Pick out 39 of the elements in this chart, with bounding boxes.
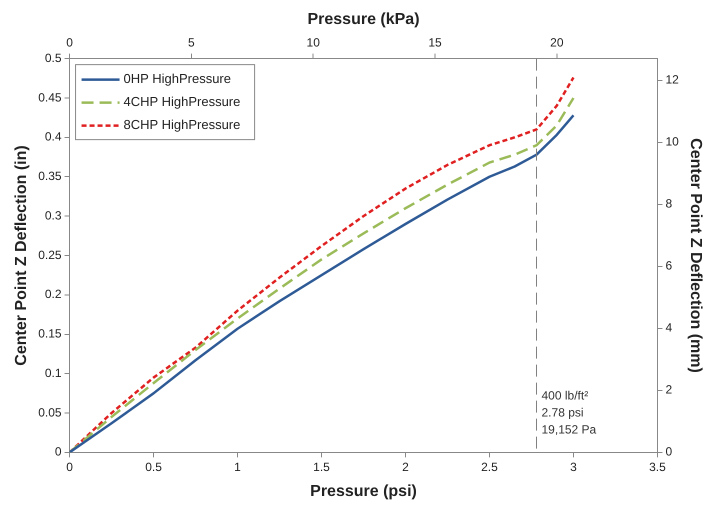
x-tick-label: 0.5 (145, 460, 162, 474)
x-tick-label: 3.5 (649, 460, 666, 474)
y-tick-label: 0.45 (38, 90, 62, 104)
y-tick-label: 0.25 (38, 248, 62, 262)
y-tick-label: 0.05 (38, 405, 62, 420)
ref-line-label: 400 lb/ft² 2.78 psi 19,152 Pa (542, 388, 597, 436)
x2-tick-label: 0 (66, 36, 74, 50)
y-tick-label: 0.4 (44, 130, 62, 144)
x-tick-label: 1.5 (313, 460, 330, 474)
y2-tick-label: 12 (665, 72, 680, 87)
x-tick-label: 2.5 (481, 460, 498, 474)
x-tick-label: 0 (66, 460, 74, 474)
y2-tick-label: 10 (665, 134, 680, 149)
y2-tick-label: 2 (665, 382, 672, 397)
legend-label: 0HP HighPressure (124, 71, 231, 86)
y-tick-label: 0.3 (44, 208, 62, 222)
y2-tick-label: 6 (665, 258, 672, 273)
legend-label: 8CHP HighPressure (124, 117, 240, 132)
x-tick-label: 1 (234, 460, 242, 474)
y-tick-label: 0.35 (38, 169, 62, 184)
x-axis-title: Pressure (psi) (310, 482, 417, 500)
y2-tick-label: 8 (665, 196, 672, 211)
y-tick-label: 0.5 (44, 50, 62, 65)
y2-axis-title: Center Point Z Deflection (mm) (686, 138, 704, 373)
x2-tick-label: 5 (188, 36, 196, 50)
legend-label: 4CHP HighPressure (124, 94, 240, 110)
x2-axis-title: Pressure (kPa) (307, 11, 420, 28)
y-tick-label: 0.1 (44, 366, 62, 380)
y-tick-label: 0.15 (38, 326, 62, 341)
x2-tick-label: 15 (428, 36, 442, 50)
x2-tick-label: 20 (550, 36, 564, 50)
x-tick-label: 2 (402, 460, 410, 474)
x-tick-label: 3 (570, 460, 578, 474)
x2-tick-label: 10 (306, 36, 320, 50)
y-tick-label: 0.2 (44, 287, 62, 302)
y2-tick-label: 0 (665, 444, 672, 459)
y2-tick-label: 4 (665, 320, 672, 335)
y-tick-label: 0 (54, 444, 62, 459)
y-axis-title: Center Point Z Deflection (in) (13, 145, 30, 366)
